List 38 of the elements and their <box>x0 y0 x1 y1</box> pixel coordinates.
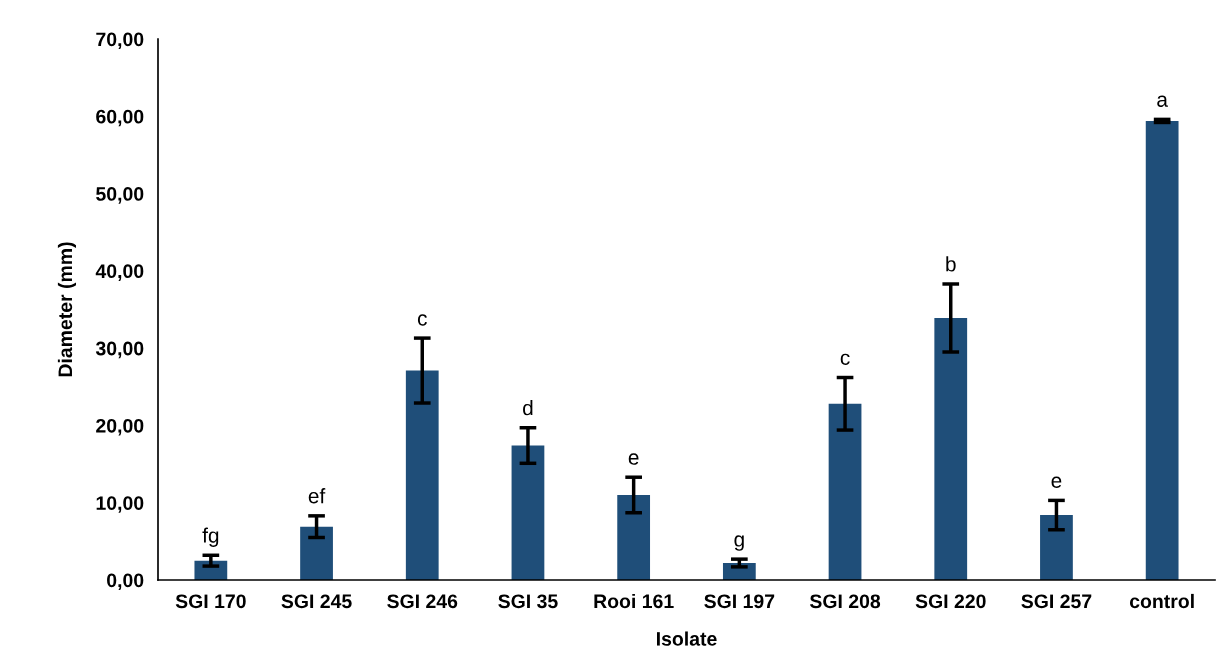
bar <box>405 370 439 580</box>
annotation: b <box>946 256 956 272</box>
y-tick-label: 0,00 <box>107 573 144 591</box>
x-tick-label: SGI 257 <box>1021 594 1092 609</box>
annotation: fg <box>202 527 219 547</box>
annotation: e <box>628 453 639 465</box>
annotation: d <box>523 399 533 416</box>
y-axis-title: Diameter (mm) <box>57 242 77 377</box>
x-tick-label: SGI 35 <box>498 594 558 609</box>
bar <box>617 494 651 580</box>
x-tick-label: Rooi 161 <box>594 593 674 609</box>
y-tick-label: 20,00 <box>96 418 144 436</box>
bar <box>300 526 333 580</box>
y-tick-label: 30,00 <box>95 341 144 359</box>
annotation: e <box>1051 476 1062 488</box>
annotation: a <box>1157 95 1168 107</box>
x-tick-label: control <box>1129 593 1194 609</box>
annotation: c <box>840 353 850 366</box>
y-tick-label: 70,00 <box>96 32 144 50</box>
y-tick-label: 40,00 <box>95 264 144 281</box>
x-tick-label: SGI 208 <box>809 594 881 609</box>
y-tick-label: 10,00 <box>96 496 144 513</box>
annotation: g <box>734 535 744 551</box>
x-tick-label: SGI 197 <box>704 594 775 609</box>
x-axis-title: Isolate <box>657 631 717 646</box>
x-tick-label: SGI 220 <box>915 594 986 609</box>
y-tick-label: 50,00 <box>96 187 144 204</box>
x-tick-label: SGI 170 <box>175 594 246 609</box>
bar <box>1040 515 1073 580</box>
y-tick-label: 60,00 <box>96 109 144 127</box>
bar <box>1145 120 1179 580</box>
annotation: ef <box>308 488 326 504</box>
annotation: c <box>417 314 427 326</box>
bar <box>934 318 968 580</box>
x-tick-label: SGI 245 <box>281 594 352 609</box>
bar <box>828 403 862 580</box>
x-tick-label: SGI 246 <box>387 594 458 609</box>
bar <box>511 445 545 580</box>
